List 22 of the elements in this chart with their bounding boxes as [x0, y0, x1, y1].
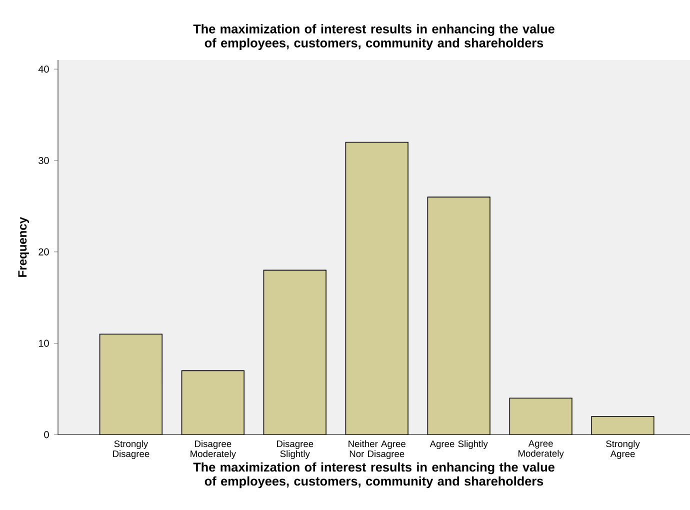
- y-tick-label: 40: [38, 66, 49, 73]
- y-tick-label: 10: [38, 340, 49, 347]
- x-tick-label: Disagree Slightly: [277, 440, 314, 459]
- bar: [263, 270, 326, 435]
- x-tick-label: Agree Moderately: [518, 440, 564, 459]
- x-tick-label: Strongly Disagree: [113, 440, 150, 459]
- y-axis-title: Frequency: [18, 217, 30, 277]
- bar: [591, 416, 654, 435]
- chart-title: The maximization of interest results in enhancing the value of employees, customers, community and shareholders: [193, 24, 554, 50]
- bar: [345, 142, 408, 435]
- y-tick-label: 20: [38, 248, 49, 256]
- x-tick-label: Strongly Agree: [606, 440, 640, 459]
- y-tick-label: 0: [44, 431, 49, 438]
- x-tick-label: Agree Slightly: [430, 440, 488, 449]
- x-tick-label: Disagree Moderately: [190, 440, 236, 459]
- x-tick-label: Neither Agree Nor Disagree: [348, 440, 406, 459]
- bar: [427, 196, 490, 435]
- bar: [99, 334, 163, 435]
- x-axis-title: The maximization of interest results in enhancing the value of employees, customers, community and shareholders: [193, 462, 554, 488]
- bar: [509, 398, 572, 435]
- y-tick-label: 30: [38, 156, 49, 164]
- bar: [181, 370, 244, 435]
